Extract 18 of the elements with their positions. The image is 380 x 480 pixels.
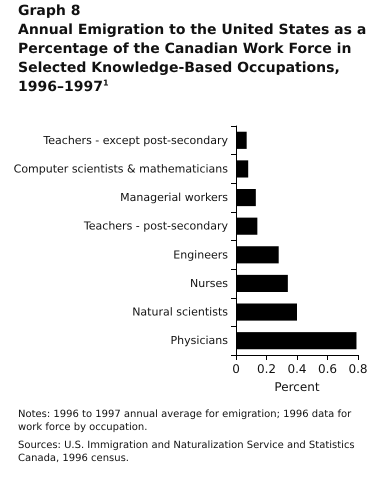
y-tick-label: Natural scientists xyxy=(132,306,228,319)
y-tick-label: Physicians xyxy=(170,334,228,348)
y-tick-label: Teachers - post-secondary xyxy=(82,220,228,233)
x-axis-title: Percent xyxy=(274,380,320,394)
text: Notes: 1996 to 1997 annual average for emigration; 1996 data for work force by occupation. xyxy=(18,408,352,434)
y-tick-label: Nurses xyxy=(190,276,228,290)
y-tick-label: Teachers - except post-secondary xyxy=(42,134,228,147)
source-note: Sources: U.S. Immigration and Naturalization Service and Statistics Canada, 1996 census. xyxy=(18,439,356,465)
chart-subtitle: Annual Emigration to the United States as a Percentage of the Canadian Work Force in Selected Knowledge-Based Occupations, 1996–1997$^{1}$ xyxy=(18,21,368,97)
x-tick-label: 0.2 xyxy=(256,362,276,376)
y-tick-label: Managerial workers xyxy=(120,191,228,204)
x-tick-label: 0.4 xyxy=(287,362,307,376)
x-tick-label: 0.8 xyxy=(348,362,368,376)
y-tick-label: Engineers xyxy=(173,248,228,262)
x-tick-label: 0.6 xyxy=(318,362,338,376)
x-tick-label: 0 xyxy=(232,362,240,376)
y-tick-label: Computer scientists & mathematicians xyxy=(14,162,228,176)
text: Graph 8 xyxy=(18,2,82,21)
